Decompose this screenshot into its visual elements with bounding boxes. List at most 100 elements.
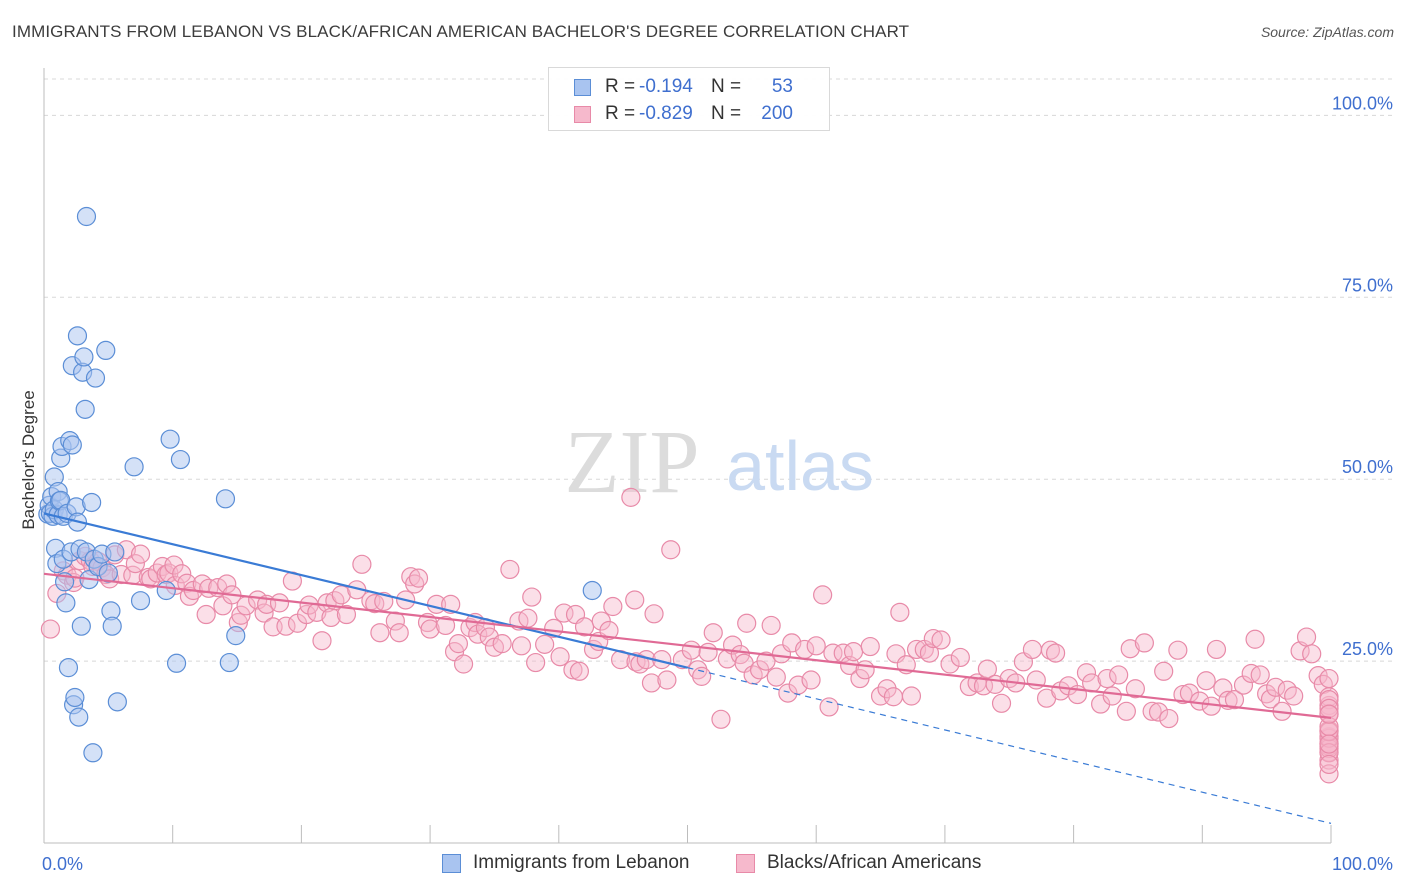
data-point-pink (977, 659, 997, 679)
data-point-pink (1125, 679, 1145, 699)
x-tick-label-left: 0.0% (42, 854, 83, 874)
data-point-blue (62, 435, 82, 455)
legend-row-pink: R = -0.829 N = 200 (549, 101, 793, 127)
data-point-blue (130, 591, 151, 611)
data-point-pink (991, 693, 1012, 713)
data-point-blue (67, 326, 88, 346)
data-point-pink (1076, 663, 1097, 683)
data-point-pink (1302, 644, 1322, 664)
data-point-pink (1134, 633, 1154, 653)
data-point-pink (544, 618, 564, 638)
data-point-pink (276, 616, 296, 636)
data-point-pink (766, 667, 786, 687)
data-point-pink (1284, 686, 1304, 706)
bottom-legend-pink: Blacks/African Americans (736, 852, 981, 874)
data-point-pink (468, 624, 488, 644)
data-point-pink (331, 585, 351, 605)
data-point-blue (82, 492, 102, 513)
data-point-pink (855, 660, 875, 680)
data-point-pink (1045, 643, 1066, 663)
data-point-pink (1102, 686, 1122, 706)
data-point-pink (518, 608, 538, 628)
data-point-pink (883, 687, 904, 707)
r-value: -0.194 (639, 76, 693, 97)
data-point-pink (130, 544, 151, 564)
data-point-pink (1319, 668, 1339, 689)
y-tick-label: 50.0% (1342, 457, 1393, 477)
data-point-pink (420, 619, 440, 639)
data-point-pink (756, 651, 776, 671)
n-value: 200 (761, 103, 793, 124)
legend-label: Blacks/African Americans (767, 852, 982, 873)
y-axis-label: Bachelor's Degree (19, 390, 38, 529)
data-point-blue (124, 457, 144, 477)
data-point-pink (843, 642, 864, 662)
data-point-blue (69, 707, 89, 727)
data-point-pink (453, 654, 474, 674)
data-point-pink (1109, 665, 1129, 685)
r-label: R = (605, 76, 636, 97)
data-point-pink (950, 647, 970, 668)
data-point-pink (448, 634, 469, 654)
data-point-pink (711, 709, 731, 729)
data-point-pink (1116, 701, 1136, 721)
data-point-pink (526, 652, 546, 673)
data-point-blue (160, 429, 180, 449)
data-point-pink (603, 596, 623, 617)
data-point-pink (1120, 639, 1140, 659)
data-point-pink (40, 619, 61, 639)
watermark-atlas: atlas (726, 427, 874, 505)
data-point-pink (1091, 694, 1111, 714)
blue-series-points (38, 206, 602, 763)
data-point-pink (511, 636, 532, 656)
pink-swatch (736, 853, 755, 873)
data-point-pink (877, 679, 897, 699)
trendline-pink (43, 572, 1332, 719)
data-point-pink (833, 643, 853, 663)
data-point-pink (644, 604, 664, 624)
data-point-blue (85, 368, 106, 388)
n-value: 53 (771, 76, 793, 97)
data-point-pink (1296, 627, 1317, 647)
n-label: N = (711, 103, 742, 124)
data-point-pink (1245, 629, 1265, 649)
data-point-blue (56, 593, 76, 613)
n-label: N = (711, 76, 742, 97)
data-point-pink (563, 660, 583, 680)
data-point-blue (166, 653, 187, 673)
data-point-pink (681, 640, 701, 660)
data-point-pink (940, 654, 960, 674)
data-point-pink (370, 623, 390, 643)
data-point-blue (96, 340, 116, 361)
data-point-blue (170, 449, 191, 470)
data-point-pink (172, 564, 192, 584)
data-point-pink (692, 666, 712, 686)
data-point-pink (599, 620, 619, 641)
trendline-blue (43, 512, 688, 669)
r-value: -0.829 (639, 103, 693, 124)
data-point-pink (819, 697, 839, 717)
data-point-pink (1319, 754, 1339, 775)
data-point-blue (76, 206, 97, 227)
data-point-pink (813, 585, 833, 605)
watermark-zip: ZIP (565, 413, 700, 512)
data-point-blue (83, 743, 103, 763)
data-point-pink (1213, 678, 1233, 698)
data-point-blue (58, 658, 79, 678)
legend-row-blue: R = -0.194 N = 53 (549, 74, 793, 100)
data-point-pink (661, 540, 681, 560)
data-point-pink (1233, 675, 1254, 695)
blue-swatch (574, 78, 591, 96)
bottom-legend-blue: Immigrants from Lebanon (442, 852, 690, 874)
data-point-pink (1040, 640, 1061, 660)
data-point-pink (1173, 684, 1193, 705)
data-point-pink (737, 613, 757, 633)
data-point-blue (105, 542, 125, 562)
gridlines (44, 78, 1392, 662)
data-point-pink (231, 605, 251, 625)
data-point-blue (65, 687, 85, 708)
data-point-pink (389, 623, 409, 643)
data-point-blue (215, 489, 236, 509)
data-point-pink (1196, 671, 1216, 691)
data-point-pink (1260, 689, 1281, 709)
